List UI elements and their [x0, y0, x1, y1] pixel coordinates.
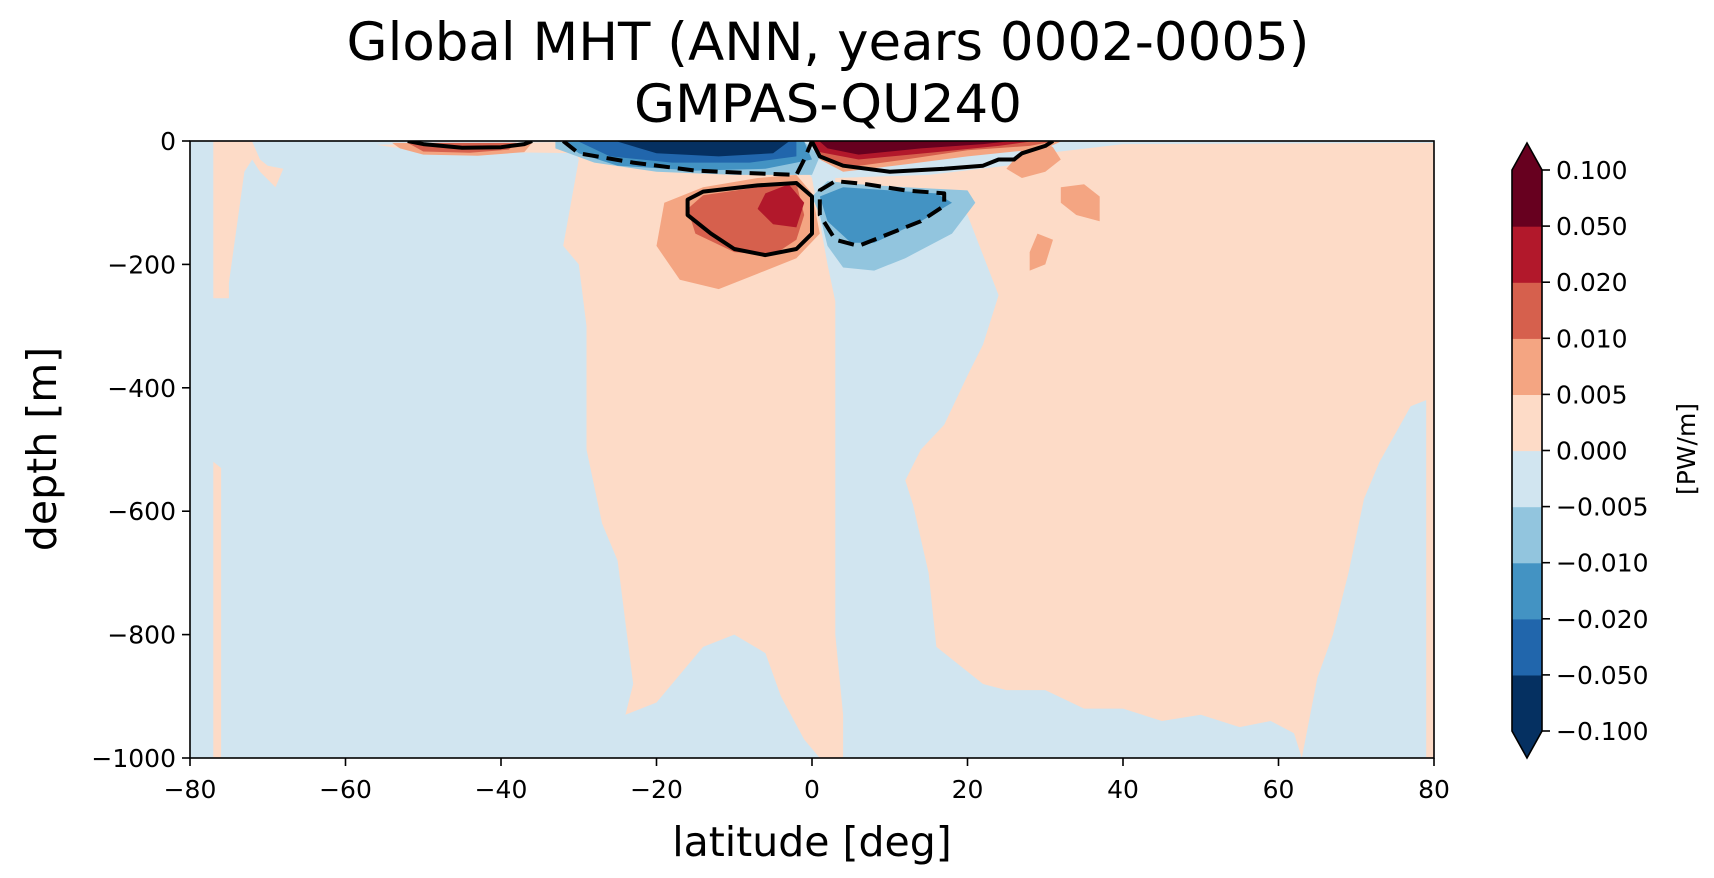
colorbar-segment: [1512, 226, 1542, 283]
contour-line-0: [407, 141, 533, 150]
colorbar-segment: [1512, 562, 1542, 620]
contour-region-1: [213, 141, 284, 299]
colorbar-segment: [1512, 618, 1542, 676]
contour-line-3: [561, 141, 814, 177]
x-tick-label: −20: [630, 775, 683, 804]
colorbar: 0.100 0.050 0.020 0.010 0.005 0.000 −0.005 −0.0…: [1511, 141, 1649, 760]
colorbar-tick-label: 0.010: [1556, 324, 1628, 353]
contour-line-2: [685, 181, 814, 258]
contour-region-15: [819, 187, 952, 243]
x-tick-label: −40: [475, 775, 528, 804]
colorbar-tick-label: 0.100: [1556, 156, 1628, 185]
y-tick-label: −800: [107, 621, 176, 650]
contour-region-11: [1006, 142, 1061, 178]
y-axis: 0 −200 −400 −600 −800 −1000: [91, 127, 190, 773]
colorbar-tick-label: −0.005: [1556, 493, 1649, 522]
colorbar-label: [PW/m]: [1672, 403, 1701, 495]
colorbar-tick-label: −0.020: [1556, 605, 1649, 634]
colorbar-segment: [1512, 506, 1542, 564]
colorbar-segment: [1512, 282, 1542, 339]
y-tick-label: 0: [160, 127, 176, 156]
colorbar-tick-label: −0.050: [1556, 661, 1649, 690]
contour-region-5: [1301, 400, 1427, 758]
colorbar-segment: [1512, 394, 1542, 452]
contour-line-layer: [407, 141, 1055, 258]
plot-area: [189, 140, 1435, 759]
x-axis: −80 −60 −40 −20 0 20 40 60 80: [164, 758, 1450, 804]
contour-region-19: [617, 141, 789, 157]
colorbar-tick-label: 0.005: [1556, 380, 1628, 409]
contour-region-3: [376, 142, 844, 758]
colorbar-tick-label: −0.100: [1556, 717, 1649, 746]
contour-line-4: [817, 179, 947, 248]
x-tick-label: 60: [1263, 775, 1295, 804]
contour-region-13: [1029, 233, 1053, 271]
colorbar-tick-label: −0.010: [1556, 549, 1649, 578]
colorbar-extend-max: [1512, 143, 1542, 170]
contour-region-12: [1060, 184, 1100, 222]
colorbar-segment: [1512, 450, 1542, 508]
contour-region-2: [213, 461, 222, 758]
colorbar-segment: [1512, 674, 1542, 732]
x-tick-label: 0: [804, 775, 820, 804]
contour-line-1: [810, 141, 1055, 174]
x-tick-label: 40: [1107, 775, 1139, 804]
x-tick-label: 80: [1418, 775, 1450, 804]
colorbar-tick-label: 0.050: [1556, 212, 1628, 241]
x-axis-label: latitude [deg]: [672, 818, 952, 866]
contour-region-4: [835, 142, 1434, 758]
x-tick-label: 20: [952, 775, 984, 804]
colorbar-segment: [1512, 170, 1542, 227]
colorbar-extend-min: [1512, 731, 1542, 758]
contour-region-10: [757, 184, 805, 228]
x-tick-label: −60: [319, 775, 372, 804]
chart-subtitle: GMPAS-QU240: [633, 74, 1022, 135]
colorbar-tick-label: 0.000: [1556, 437, 1628, 466]
y-tick-label: −600: [107, 497, 176, 526]
y-tick-label: −1000: [91, 744, 176, 773]
contour-region-23: [819, 141, 1007, 155]
y-axis-label: depth [m]: [18, 347, 66, 551]
y-tick-label: −400: [107, 374, 176, 403]
colorbar-segment: [1512, 338, 1542, 395]
y-tick-label: −200: [107, 250, 176, 279]
x-tick-label: −80: [164, 775, 217, 804]
chart-title: Global MHT (ANN, years 0002-0005): [346, 12, 1310, 73]
colorbar-tick-label: 0.020: [1556, 268, 1628, 297]
